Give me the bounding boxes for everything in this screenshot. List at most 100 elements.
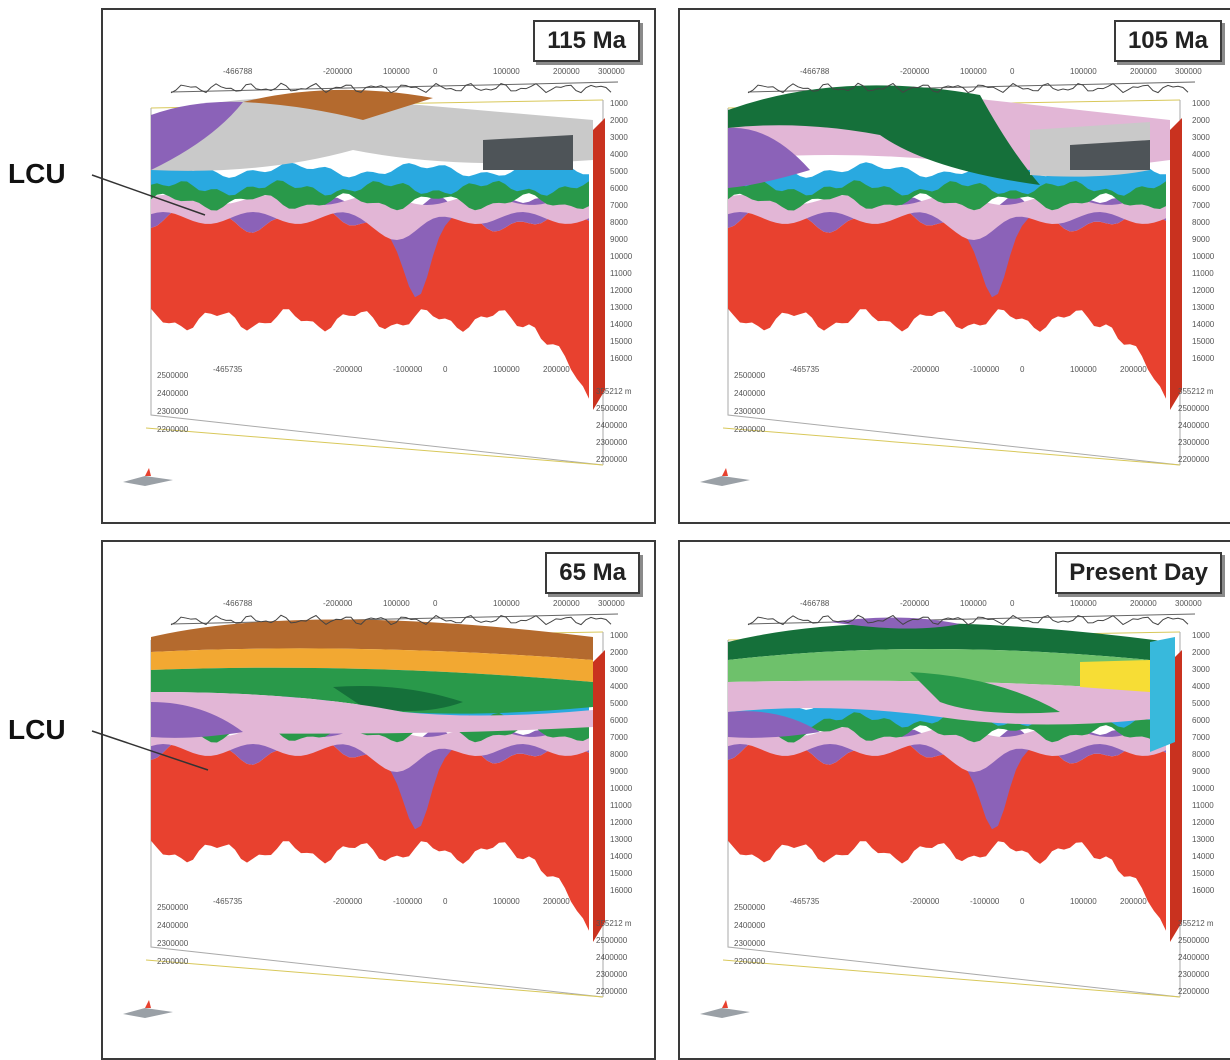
axis-tick-right: 2400000	[1178, 421, 1210, 430]
axis-tick-depth: 2000	[1192, 116, 1210, 125]
axis-tick-northing: 2500000	[157, 371, 189, 380]
basement-side-face	[593, 118, 605, 410]
axis-tick-northing: 2400000	[157, 921, 189, 930]
box-edge-bottom	[722, 427, 1181, 466]
top-surface-outline	[747, 82, 1189, 94]
axis-tick-top: -200000	[900, 67, 930, 76]
axis-tick-northing: 2300000	[734, 939, 766, 948]
axis-tick-depth: 6000	[610, 184, 628, 193]
axis-tick-depth: 3000	[1192, 133, 1210, 142]
top-surface-outline	[170, 614, 612, 626]
axis-tick-depth: 9000	[1192, 235, 1210, 244]
axis-tick-bottom: -465735	[213, 897, 243, 906]
axis-tick-top: -466788	[223, 67, 253, 76]
axis-tick-top: 300000	[1175, 599, 1202, 608]
axis-tick-right: 2300000	[596, 438, 628, 447]
axis-tick-depth: 4000	[1192, 682, 1210, 691]
axis-tick-top: 0	[433, 599, 438, 608]
axis-tick-depth: 14000	[1192, 320, 1215, 329]
blue-horizon-lcu	[151, 162, 589, 196]
axis-tick-depth: 14000	[610, 320, 633, 329]
axis-tick-depth: 15000	[1192, 337, 1215, 346]
axis-tick-depth: 11000	[610, 801, 632, 810]
axis-tick-top: 200000	[1130, 67, 1157, 76]
axis-tick-northing: 2200000	[157, 425, 189, 434]
axis-tick-top: 0	[1010, 67, 1015, 76]
axis-tick-top: -466788	[223, 599, 253, 608]
brown-cap	[151, 619, 593, 660]
axis-tick-depth: 3000	[1192, 665, 1210, 674]
axis-tick-depth: 5000	[1192, 167, 1210, 176]
axis-tick-top: -466788	[800, 599, 830, 608]
axis-tick-depth: 7000	[1192, 201, 1210, 210]
box-edge-bottom	[722, 959, 1181, 998]
axis-tick-depth: 1000	[610, 99, 628, 108]
panel-115-ma: -466788 -200000 100000 0 100000 200000 300000-…	[101, 8, 656, 524]
axis-tick-top: 100000	[493, 599, 520, 608]
axis-tick-depth: 10000	[1192, 252, 1215, 261]
axis-tick-bottom: 200000	[1120, 365, 1147, 374]
axis-tick-depth: 16000	[610, 886, 633, 895]
axis-tick-depth: 6000	[1192, 716, 1210, 725]
basement-side-face	[593, 650, 605, 942]
axis-tick-bottom: 0	[1020, 897, 1025, 906]
blue-horizon-lcu	[728, 162, 1166, 196]
lcu-callout-top: LCU	[8, 158, 66, 189]
axis-tick-northing: 2300000	[157, 407, 189, 416]
axis-tick-depth: 16000	[610, 354, 633, 363]
basement-layer	[151, 739, 589, 931]
axis-tick-depth: 13000	[1192, 835, 1215, 844]
box-edge-back	[170, 81, 619, 93]
axis-tick-northing: 2400000	[734, 921, 766, 930]
axis-tick-northing: 2200000	[157, 957, 189, 966]
yellow-sequence	[1080, 660, 1150, 692]
axis-tick-northing: 2400000	[157, 389, 189, 398]
compass-body	[123, 476, 173, 486]
compass-north-marker	[722, 468, 728, 476]
axis-tick-bottom: -200000	[333, 365, 363, 374]
compass-icon	[700, 1000, 750, 1018]
axis-tick-right: 2200000	[596, 455, 628, 464]
panel-65-ma: -466788 -200000 100000 0 100000 200000 300000 -…	[101, 540, 656, 1060]
violet-wedge	[151, 101, 243, 170]
axis-tick-top: 300000	[598, 67, 625, 76]
axis-tick-bottom: 200000	[543, 897, 570, 906]
dark-green-cap	[728, 623, 1170, 662]
axis-tick-depth: 7000	[610, 733, 628, 742]
brown-cap	[243, 89, 433, 120]
axis-tick-bottom: 0	[443, 365, 448, 374]
axis-tick-bottom: -100000	[393, 365, 423, 374]
axis-tick-right: 355212 m	[596, 919, 632, 928]
axis-tick-top: -200000	[900, 599, 930, 608]
axis-tick-depth: 11000	[610, 269, 632, 278]
axis-tick-northing: 2500000	[157, 903, 189, 912]
axis-tick-depth: 8000	[1192, 218, 1210, 227]
axis-tick-top: 100000	[383, 67, 410, 76]
axis-tick-right: 2300000	[596, 970, 628, 979]
green-lens	[910, 672, 1060, 714]
axis-tick-depth: 4000	[610, 682, 628, 691]
axis-tick-depth: 2000	[610, 116, 628, 125]
axis-tick-northing: 2300000	[157, 939, 189, 948]
compass-icon	[700, 468, 750, 486]
axis-tick-depth: 6000	[1192, 184, 1210, 193]
axis-tick-top: 300000	[598, 599, 625, 608]
pink-sequence	[151, 692, 593, 734]
axis-tick-bottom: -200000	[333, 897, 363, 906]
compass-body	[123, 1008, 173, 1018]
axis-tick-right: 2200000	[1178, 455, 1210, 464]
box-edge-back	[170, 613, 619, 625]
compass-icon	[123, 1000, 173, 1018]
axis-tick-depth: 8000	[610, 750, 628, 759]
axis-tick-depth: 11000	[1192, 269, 1214, 278]
axis-tick-bottom: -465735	[790, 897, 820, 906]
axis-tick-bottom: -100000	[970, 365, 1000, 374]
axis-tick-bottom: 0	[1020, 365, 1025, 374]
top-surface-outline	[747, 614, 1189, 626]
axis-tick-bottom: -100000	[393, 897, 423, 906]
axis-tick-bottom: -465735	[213, 365, 243, 374]
axis-tick-top: 100000	[383, 599, 410, 608]
axis-tick-bottom: 100000	[1070, 897, 1097, 906]
compass-icon	[123, 468, 173, 486]
compass-body	[700, 1008, 750, 1018]
